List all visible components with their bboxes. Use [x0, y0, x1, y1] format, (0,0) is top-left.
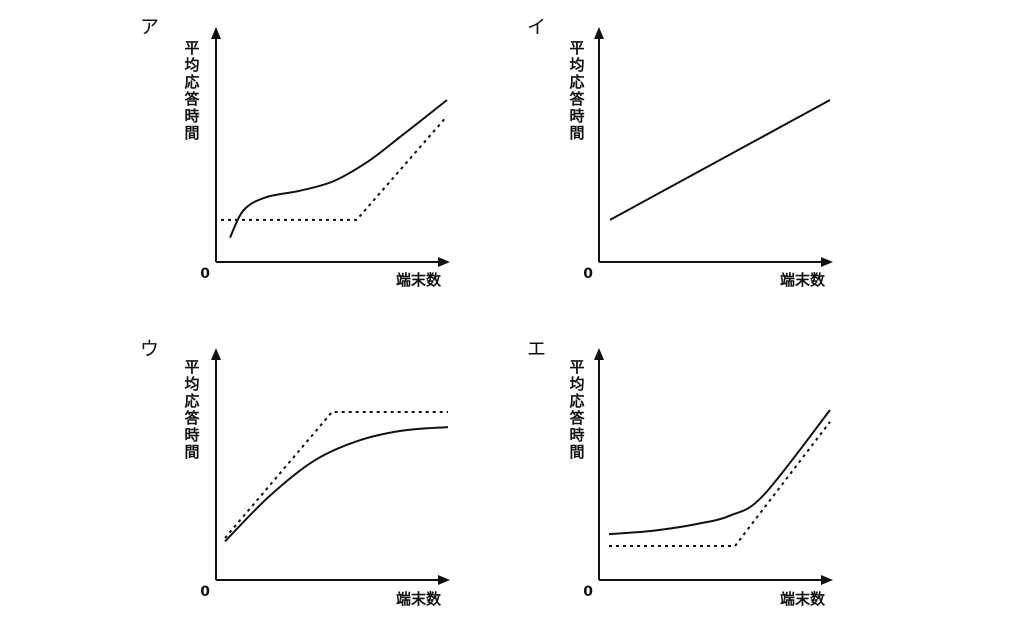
y-axis-label-char: 答 — [184, 409, 200, 427]
panel-label: イ — [527, 16, 546, 38]
x-axis-arrow — [438, 257, 450, 267]
y-axis-label-char: 間 — [569, 443, 584, 461]
solid-series-line — [608, 409, 831, 536]
dotted-series-line — [224, 411, 448, 539]
y-axis-label-char: 時 — [569, 107, 584, 125]
y-axis-label-char: 平 — [184, 39, 199, 57]
y-axis-label-char: 間 — [184, 124, 199, 142]
y-axis-label-char: 平 — [569, 358, 584, 376]
solid-series-line — [229, 99, 448, 239]
solid-series-line — [609, 99, 831, 221]
y-axis-label-char: 時 — [184, 426, 199, 444]
y-axis-arrow — [211, 27, 221, 39]
y-axis-label-char: 答 — [569, 409, 585, 427]
y-axis-label-char: 均 — [184, 375, 199, 393]
y-axis-label-char: 間 — [569, 124, 584, 142]
origin-label: 0 — [583, 584, 593, 600]
panel-label: ウ — [140, 338, 159, 360]
y-axis-label-char: 答 — [184, 90, 200, 108]
x-axis-arrow — [438, 575, 450, 585]
y-axis-label-char: 応 — [184, 392, 199, 410]
x-axis-label: 端末数 — [780, 590, 826, 608]
origin-label: 0 — [200, 266, 210, 282]
x-axis-label: 端末数 — [396, 271, 442, 289]
y-axis-label-char: 答 — [569, 90, 585, 108]
y-axis-label-char: 平 — [569, 39, 584, 57]
y-axis-label-char: 時 — [184, 107, 199, 125]
series-group — [221, 99, 448, 239]
y-axis-arrow — [594, 348, 604, 360]
y-axis-label-char: 間 — [184, 443, 199, 461]
y-axis-label-char: 平 — [184, 358, 199, 376]
dotted-series-line — [221, 115, 448, 221]
y-axis-label-char: 応 — [184, 73, 199, 91]
series-group — [609, 99, 831, 221]
y-axis-label-char: 応 — [569, 392, 584, 410]
x-axis-label: 端末数 — [396, 590, 442, 608]
y-axis-arrow — [211, 348, 221, 360]
series-group — [224, 411, 449, 543]
panel-label: エ — [527, 338, 546, 360]
series-group — [608, 409, 831, 547]
y-axis-label-char: 均 — [569, 375, 584, 393]
solid-series-line — [224, 426, 449, 543]
y-axis-label-char: 応 — [569, 73, 584, 91]
y-axis-label-char: 均 — [569, 56, 584, 74]
y-axis-arrow — [594, 27, 604, 39]
origin-label: 0 — [583, 266, 593, 282]
panel-label: ア — [140, 16, 159, 38]
dotted-series-line — [609, 421, 831, 547]
x-axis-arrow — [821, 257, 833, 267]
x-axis-label: 端末数 — [780, 271, 826, 289]
origin-label: 0 — [200, 584, 210, 600]
x-axis-arrow — [821, 575, 833, 585]
y-axis-label-char: 均 — [184, 56, 199, 74]
y-axis-label-char: 時 — [569, 426, 584, 444]
